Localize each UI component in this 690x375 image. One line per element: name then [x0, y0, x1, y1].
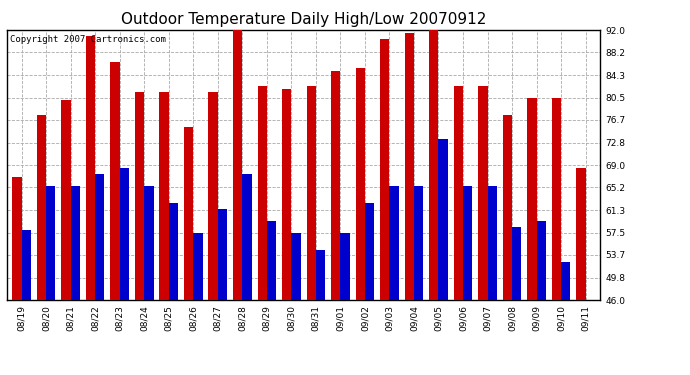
Bar — [576, 168, 586, 300]
Bar — [316, 250, 325, 300]
Bar — [169, 203, 178, 300]
Bar — [21, 230, 31, 300]
Bar — [208, 92, 218, 300]
Bar — [291, 232, 301, 300]
Bar — [488, 186, 497, 300]
Bar — [355, 68, 365, 300]
Bar — [552, 98, 561, 300]
Bar — [61, 100, 70, 300]
Bar — [503, 115, 512, 300]
Bar — [159, 92, 169, 300]
Bar — [86, 36, 95, 300]
Bar — [331, 71, 340, 300]
Bar — [404, 33, 414, 300]
Bar — [438, 139, 448, 300]
Bar — [365, 203, 374, 300]
Bar — [478, 86, 488, 300]
Bar — [414, 186, 423, 300]
Bar — [306, 86, 316, 300]
Bar — [527, 98, 537, 300]
Bar — [537, 221, 546, 300]
Bar — [389, 186, 399, 300]
Bar — [110, 62, 119, 300]
Bar — [184, 127, 193, 300]
Bar — [242, 174, 252, 300]
Bar — [463, 186, 472, 300]
Bar — [46, 186, 55, 300]
Bar — [257, 86, 267, 300]
Bar — [340, 232, 350, 300]
Bar — [512, 226, 522, 300]
Bar — [561, 262, 571, 300]
Bar — [233, 24, 242, 300]
Bar — [218, 209, 227, 300]
Bar — [144, 186, 154, 300]
Bar — [429, 27, 438, 300]
Bar — [267, 221, 276, 300]
Bar — [193, 232, 203, 300]
Text: Copyright 2007 Cartronics.com: Copyright 2007 Cartronics.com — [10, 35, 166, 44]
Bar — [135, 92, 144, 300]
Bar — [453, 86, 463, 300]
Bar — [95, 174, 104, 300]
Bar — [37, 115, 46, 300]
Bar — [282, 89, 291, 300]
Bar — [12, 177, 21, 300]
Bar — [70, 186, 80, 300]
Bar — [380, 39, 389, 300]
Bar — [119, 168, 129, 300]
Title: Outdoor Temperature Daily High/Low 20070912: Outdoor Temperature Daily High/Low 20070… — [121, 12, 486, 27]
